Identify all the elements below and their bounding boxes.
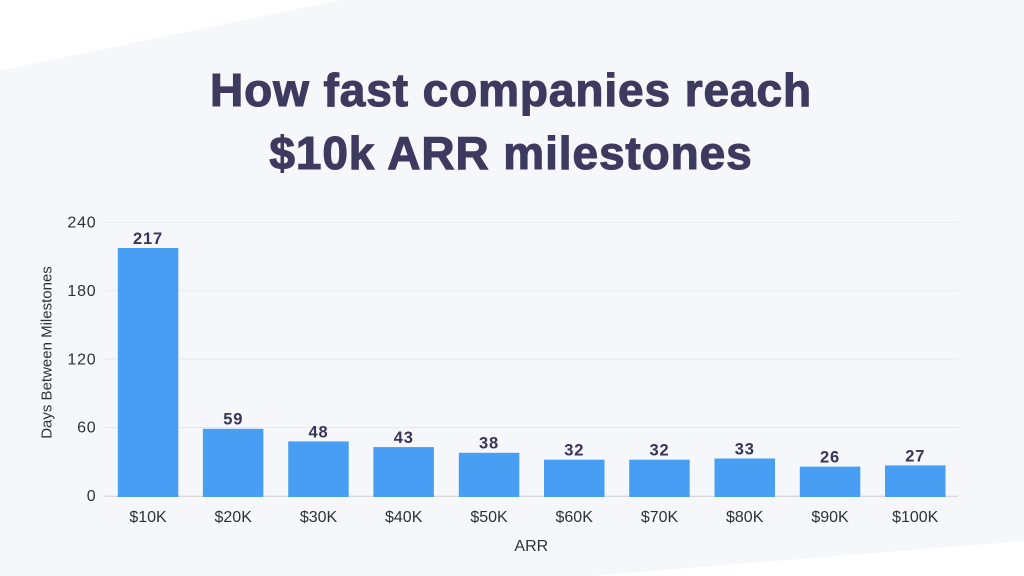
svg-text:$100K: $100K	[892, 509, 939, 526]
svg-text:120: 120	[67, 351, 96, 368]
svg-text:59: 59	[223, 411, 243, 429]
svg-text:$50K: $50K	[470, 509, 508, 526]
svg-text:$40K: $40K	[385, 509, 423, 526]
svg-text:32: 32	[650, 442, 670, 460]
svg-text:60: 60	[77, 420, 96, 437]
svg-text:33: 33	[735, 440, 755, 458]
svg-text:$70K: $70K	[641, 509, 679, 526]
svg-text:$30K: $30K	[300, 509, 338, 526]
svg-text:27: 27	[905, 447, 925, 465]
svg-text:$90K: $90K	[811, 509, 849, 526]
svg-text:$80K: $80K	[726, 509, 764, 526]
svg-text:217: 217	[133, 230, 163, 248]
svg-text:32: 32	[564, 442, 584, 460]
svg-text:43: 43	[394, 429, 414, 447]
svg-text:ARR: ARR	[514, 538, 548, 555]
svg-text:48: 48	[309, 423, 329, 441]
svg-text:38: 38	[479, 435, 499, 453]
svg-text:26: 26	[820, 449, 840, 467]
svg-text:$10K: $10K	[129, 509, 167, 526]
svg-text:$20K: $20K	[215, 509, 253, 526]
svg-text:240: 240	[67, 215, 96, 232]
svg-text:Days Between Milestones: Days Between Milestones	[38, 266, 55, 439]
svg-text:0: 0	[87, 488, 97, 505]
svg-text:180: 180	[67, 283, 96, 300]
svg-text:$60K: $60K	[556, 509, 594, 526]
